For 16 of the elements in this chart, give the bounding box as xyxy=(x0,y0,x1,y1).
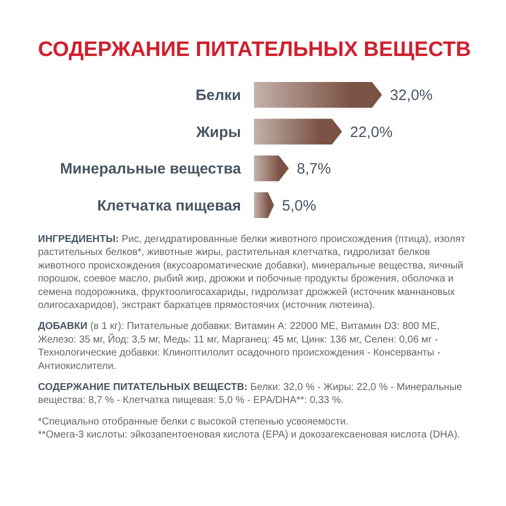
text: СОДЕРЖАНИЕ ПИТАТЕЛЬНЫХ ВЕЩЕСТВ: Белки: 32,0 % - Жиры: 22,0 % - Минеральные вещества: 8,7 % - Клетчатка пищевая: 5,0 % - EPA/DHA**: 0,33 %. xyxy=(38,382,462,406)
y-tick-label: Белки xyxy=(196,87,241,104)
bar xyxy=(254,118,342,144)
data-label: 22,0% xyxy=(350,124,393,141)
chart-title: СОДЕРЖАНИЕ ПИТАТЕЛЬНЫХ ВЕЩЕСТВ xyxy=(38,38,471,61)
y-tick-label: Жиры xyxy=(195,124,241,141)
data-label: 32,0% xyxy=(390,87,433,104)
text: ИНГРЕДИЕНТЫ: Рис, дегидратированные белки животного происхождения (птица), изолят растительных белков*, животные жиры, растительная клетчатка, гидролизат белков животного происхождения (вкусоароматические добавки), минеральные вещества, яичный порошок, соевое масло, рыбий жир, дрожжи и побочные продукты брожения, оболочка и семена подорожника, фруктоолигосахариды, гидролизат дрожжей (источник маннановых олигосахаридов), экстракт бархатцев прямостоячих (источник лютеина). xyxy=(38,234,466,311)
text: *Специально отобранные белки с высокой степенью усвояемости. xyxy=(38,416,349,428)
y-tick-label: Клетчатка пищевая xyxy=(97,197,241,214)
text: ДОБАВКИ (в 1 кг): Питательные добавки: Витамин A: 22000 МЕ, Витамин D3: 800 МЕ, Железо: 35 мг, Йод: 3,5 мг, Медь: 11 мг, Марганец: 45 мг, Цинк: 136 мг, Селен: 0,06 мг - Технологические добавки: Клиноптилолит осадочного происхождения - Консерванты - Антиокислители. xyxy=(38,321,440,372)
data-label: 8,7% xyxy=(296,160,332,178)
bar xyxy=(254,82,382,108)
y-tick-label: Минеральные вещества xyxy=(60,160,242,178)
text: **Омега-3 кислоты: эйкозапентоеновая кислота (EPA) и докозагексаеновая кислота (DHA). xyxy=(38,430,460,441)
data-label: 5,0% xyxy=(282,197,316,214)
